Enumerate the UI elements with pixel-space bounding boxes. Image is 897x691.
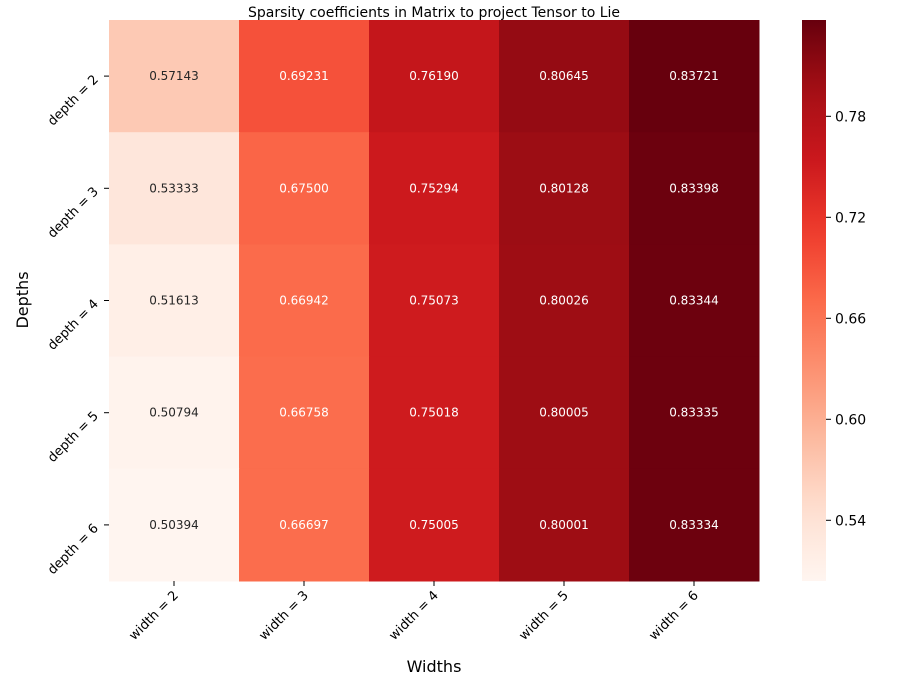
x-axis-ticks: width = 2 width = 3 width = 4 width = 5 widt… [126,581,702,644]
colorbar [802,20,826,581]
cell-value-label-r2-c1: 0.66942 [279,294,329,308]
heatmap-cell-r0-c2 [369,20,500,133]
cell-value-label-r0-c4: 0.83721 [669,69,719,83]
y-axis-ticks: depth = 2 depth = 3 depth = 4 depth = 5 dept… [45,72,109,578]
heatmap-cell-r2-c2 [369,244,500,358]
cell-value-label-r1-c4: 0.83398 [669,181,719,195]
x-tick-label-0: width = 2 [126,588,181,643]
heatmap-cell-r1-c0 [109,132,240,245]
cell-value-label-r4-c2: 0.75005 [409,518,459,532]
heatmap-cell-r1-c2 [369,132,500,245]
cell-value-label-r2-c0: 0.51613 [149,294,199,308]
cell-value-label-r3-c1: 0.66758 [279,406,329,420]
heatmap-cell-r4-c3 [499,468,630,582]
y-tick-label-0: depth = 2 [45,72,102,129]
heatmap-cell-r4-c2 [369,468,500,582]
colorbar-tick-label-4: 0.78 [835,109,866,125]
cell-value-label-r3-c0: 0.50794 [149,406,199,420]
x-axis-label: Widths [407,657,462,676]
heatmap-cell-r0-c1 [239,20,370,133]
heatmap-cell-r3-c0 [109,356,240,470]
heatmap-cell-r3-c2 [369,356,500,470]
cell-value-label-r4-c1: 0.66697 [279,518,329,532]
cell-value-label-r0-c1: 0.69231 [279,69,329,83]
colorbar-ticks: 0.54 0.60 0.66 0.72 0.78 [826,109,866,529]
x-tick-label-4: width = 6 [646,588,701,643]
y-tick-label-2: depth = 4 [45,297,102,354]
cell-value-label-r3-c3: 0.80005 [539,406,589,420]
cell-value-label-r1-c2: 0.75294 [409,181,459,195]
colorbar-tick-label-1: 0.60 [835,412,866,428]
heatmap-cell-r0-c0 [109,20,240,133]
y-tick-label-3: depth = 5 [45,409,102,466]
chart-title: Sparsity coefficients in Matrix to proje… [248,5,620,21]
colorbar-tick-label-3: 0.72 [835,210,866,226]
heatmap-cell-r0-c4 [629,20,760,133]
heatmap-cell-r2-c3 [499,244,630,358]
heatmap-cell-r4-c4 [629,468,760,582]
cell-value-label-r3-c2: 0.75018 [409,406,459,420]
heatmap-cell-labels: 0.57143 0.69231 0.76190 0.80645 0.83721 0.533… [149,69,719,532]
cell-value-label-r3-c4: 0.83335 [669,406,719,420]
heatmap-cell-r4-c0 [109,468,240,582]
heatmap-cell-r2-c0 [109,244,240,358]
cell-value-label-r0-c0: 0.57143 [149,69,199,83]
cell-value-label-r1-c3: 0.80128 [539,181,589,195]
heatmap-cell-r3-c4 [629,356,760,470]
cell-value-label-r2-c4: 0.83344 [669,294,719,308]
colorbar-tick-label-0: 0.54 [835,513,866,529]
cell-value-label-r2-c3: 0.80026 [539,294,589,308]
heatmap-cell-r3-c1 [239,356,370,470]
cell-value-label-r4-c3: 0.80001 [539,518,589,532]
heatmap-cell-r4-c1 [239,468,370,582]
y-axis-label: Depths [13,271,32,328]
heatmap-cell-r0-c3 [499,20,630,133]
colorbar-tick-label-2: 0.66 [835,311,866,327]
cell-value-label-r4-c4: 0.83334 [669,518,719,532]
cell-value-label-r0-c3: 0.80645 [539,69,589,83]
cell-value-label-r1-c0: 0.53333 [149,181,199,195]
cell-value-label-r0-c2: 0.76190 [409,69,459,83]
cell-value-label-r4-c0: 0.50394 [149,518,199,532]
cell-value-label-r2-c2: 0.75073 [409,294,459,308]
cell-value-label-r1-c1: 0.67500 [279,181,329,195]
heatmap-cells [109,20,760,582]
heatmap-cell-r1-c4 [629,132,760,245]
heatmap-cell-r3-c3 [499,356,630,470]
x-tick-label-1: width = 3 [256,588,311,643]
heatmap-cell-r1-c1 [239,132,370,245]
heatmap-cell-r2-c4 [629,244,760,358]
x-tick-label-3: width = 5 [516,588,571,643]
heatmap-cell-r2-c1 [239,244,370,358]
y-tick-label-1: depth = 3 [45,185,102,242]
y-tick-label-4: depth = 6 [45,521,102,578]
heatmap-cell-r1-c3 [499,132,630,245]
x-tick-label-2: width = 4 [386,588,441,643]
